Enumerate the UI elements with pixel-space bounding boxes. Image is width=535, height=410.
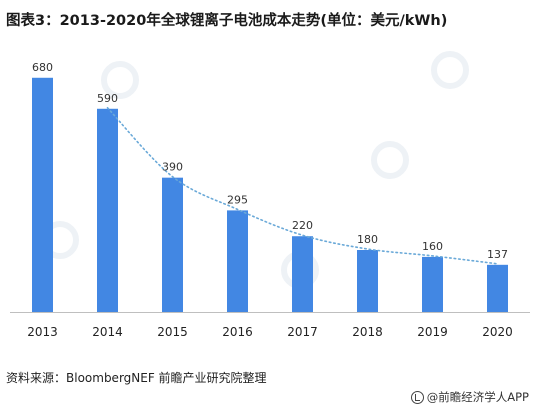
brand-footer: @前瞻经济学人APP (410, 389, 529, 405)
x-tick-label-2017: 2017 (287, 325, 318, 339)
bar-2013 (32, 77, 53, 313)
bars-group (32, 77, 508, 313)
value-label-2013: 680 (32, 61, 53, 74)
bar-2017 (292, 236, 313, 312)
value-label-2017: 220 (292, 219, 313, 232)
x-tick-label-2019: 2019 (417, 325, 448, 339)
brand-text: @前瞻经济学人APP (426, 390, 529, 404)
chart-area: 680 590 390 295 220 180 160 137 2013 2014 2015 201… (0, 40, 535, 355)
x-tick-label-2014: 2014 (92, 325, 123, 339)
bar-2019 (422, 256, 443, 312)
x-tick-label-2015: 2015 (157, 325, 188, 339)
trendline-group (106, 106, 499, 265)
value-label-2018: 180 (357, 233, 378, 246)
watermark-mark (431, 51, 469, 89)
x-tick-label-2013: 2013 (27, 325, 58, 339)
bar-2015 (162, 177, 183, 312)
x-tick-label-2018: 2018 (352, 325, 383, 339)
value-label-2016: 295 (227, 193, 248, 206)
watermark-mark (101, 61, 139, 99)
x-tick-label-2016: 2016 (222, 325, 253, 339)
source-note: 资料来源：BloombergNEF 前瞻产业研究院整理 (6, 371, 267, 385)
bar-2016 (227, 210, 248, 312)
brand-logo-icon (410, 390, 424, 404)
x-tick-labels-group: 2013 2014 2015 2016 2017 2018 2019 2020 (27, 325, 513, 339)
x-tick-label-2020: 2020 (482, 325, 513, 339)
bar-2018 (357, 250, 378, 312)
value-label-2019: 160 (422, 240, 443, 253)
watermark-mark (371, 141, 409, 179)
trendline (106, 106, 499, 265)
bar-2014 (97, 108, 118, 313)
chart-title: 图表3：2013-2020年全球锂离子电池成本走势(单位：美元/kWh) (6, 13, 448, 29)
value-label-2020: 137 (487, 248, 508, 261)
value-label-2014: 590 (97, 92, 118, 105)
value-label-2015: 390 (162, 161, 183, 174)
bar-2020 (487, 264, 508, 312)
value-labels-group: 680 590 390 295 220 180 160 137 (32, 61, 508, 261)
